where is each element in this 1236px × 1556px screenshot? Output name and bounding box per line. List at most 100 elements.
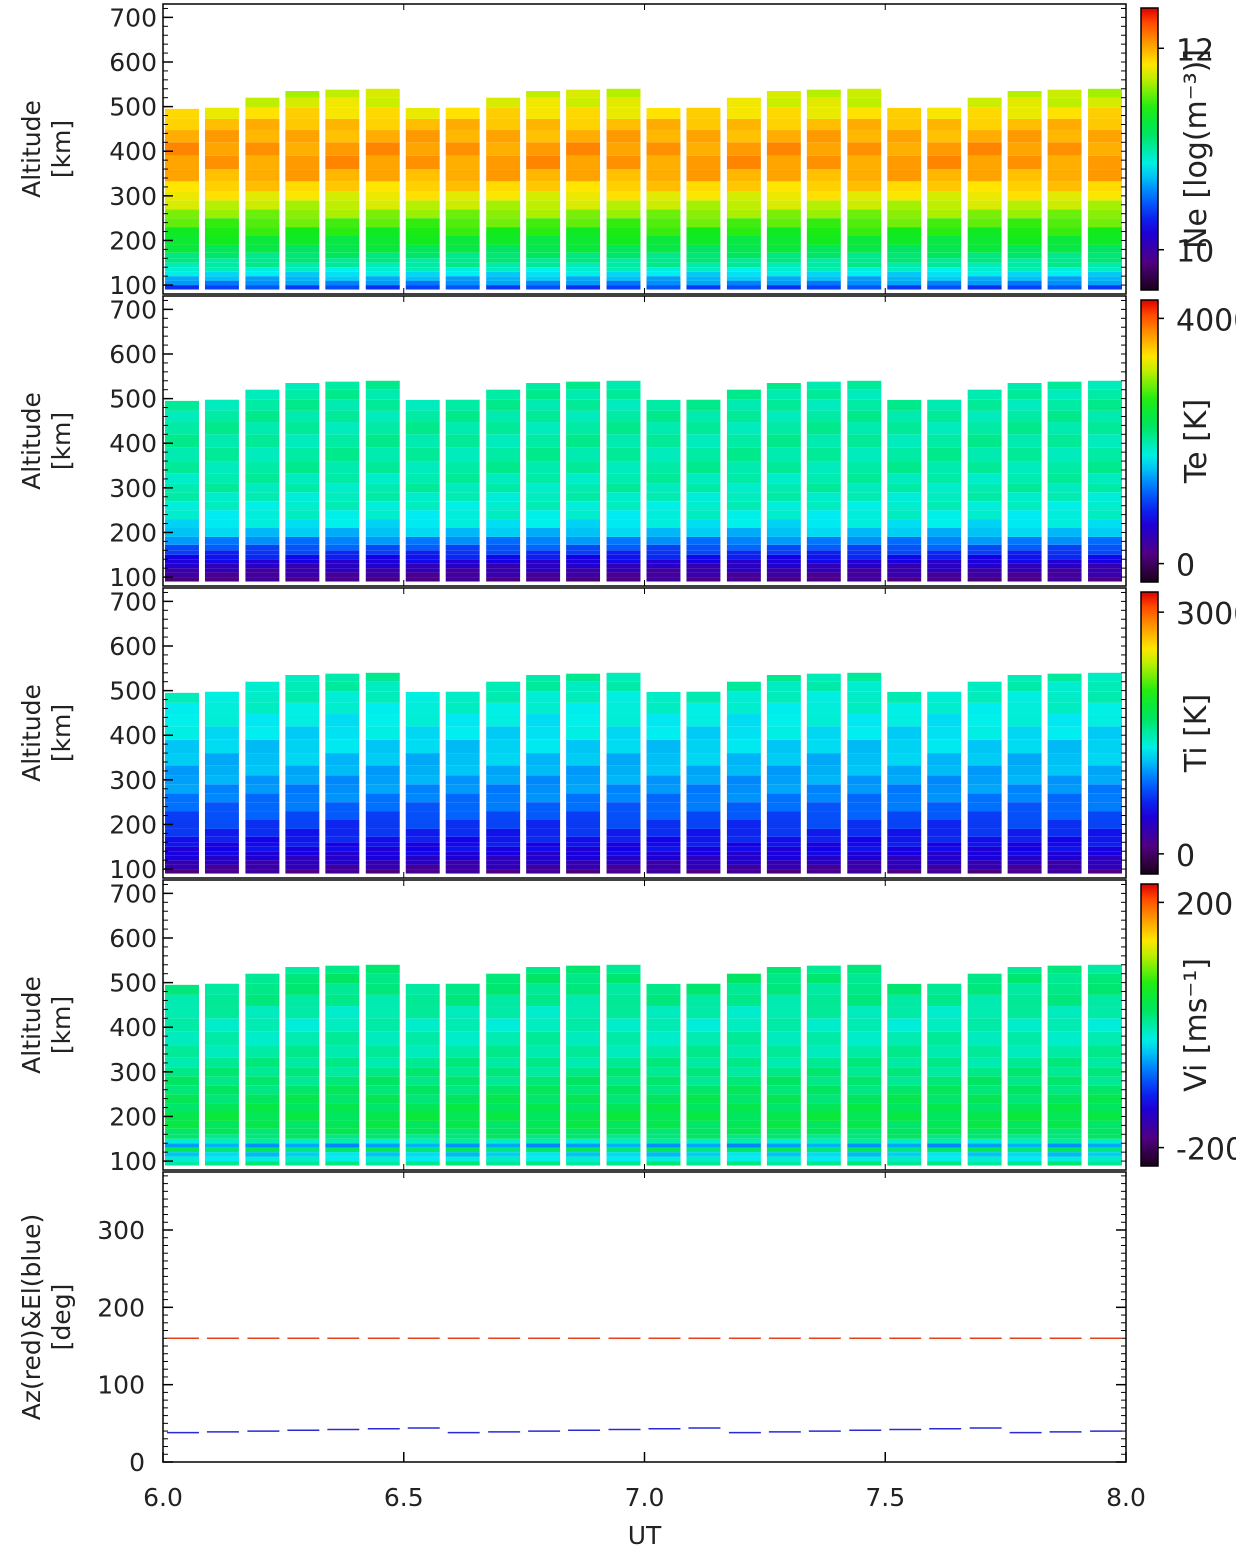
heatmap-cell: [486, 1031, 521, 1046]
heatmap-cell: [526, 1018, 561, 1032]
heatmap-cell: [927, 501, 962, 511]
heatmap-cell: [686, 869, 721, 874]
colorbar-label: Vi [ms⁻¹]: [1179, 958, 1214, 1092]
heatmap-cell: [686, 1156, 721, 1162]
heatmap-cell: [1007, 383, 1042, 390]
heatmap-cell: [165, 519, 199, 528]
heatmap-cell: [405, 1031, 440, 1046]
heatmap-cell: [606, 434, 641, 448]
heatmap-cell: [726, 753, 761, 766]
heatmap-cell: [927, 447, 962, 462]
heatmap-cell: [325, 519, 360, 528]
heatmap-cell: [204, 1006, 239, 1019]
heatmap-cell: [766, 1156, 801, 1162]
heatmap-cell: [887, 544, 922, 551]
heatmap-cell: [646, 860, 681, 865]
heatmap-cell: [1007, 1006, 1042, 1019]
heatmap-cell: [566, 851, 601, 856]
heatmap-cell: [566, 1128, 601, 1135]
heatmap-cell: [726, 1103, 761, 1112]
heatmap-cell: [566, 262, 601, 268]
heatmap-cell: [285, 280, 320, 286]
heatmap-cell: [165, 155, 199, 170]
heatmap-cell: [285, 1018, 320, 1032]
heatmap-cell: [285, 191, 320, 201]
heatmap-cell: [365, 681, 400, 692]
heatmap-cell: [606, 1045, 641, 1058]
heatmap-cell: [165, 784, 199, 794]
heatmap-cell: [1088, 258, 1122, 263]
heatmap-cell: [486, 181, 521, 192]
heatmap-cell: [526, 258, 561, 263]
heatmap-cell: [1007, 1057, 1042, 1068]
heatmap-cell: [686, 434, 721, 448]
heatmap-cell: [1047, 1085, 1082, 1095]
heatmap-cell: [1047, 536, 1082, 545]
heatmap-cell: [285, 1161, 320, 1166]
heatmap-cell: [726, 447, 761, 462]
heatmap-cell: [606, 1076, 641, 1086]
heatmap-cell: [1088, 836, 1122, 843]
heatmap-cell: [967, 510, 1002, 520]
heatmap-cell: [806, 753, 841, 766]
y-tick-label: 400: [109, 137, 157, 166]
heatmap-cell: [726, 572, 761, 578]
heatmap-cell: [766, 399, 801, 411]
heatmap-cell: [526, 842, 561, 847]
heatmap-cell: [686, 855, 721, 861]
heatmap-cell: [445, 1147, 480, 1153]
heatmap-cell: [766, 855, 801, 861]
heatmap-cell: [686, 169, 721, 182]
heatmap-cell: [165, 793, 199, 803]
heatmap-cell: [165, 572, 199, 578]
heatmap-cell: [806, 550, 841, 555]
heatmap-cell: [1088, 820, 1122, 829]
heatmap-cell: [486, 563, 521, 569]
heatmap-cell: [1088, 568, 1122, 573]
heatmap-cell: [245, 1018, 280, 1032]
heatmap-cell: [606, 1067, 641, 1077]
heatmap-cell: [1088, 399, 1122, 411]
heatmap-cell: [445, 285, 480, 290]
y-axis-label-line: [km]: [47, 412, 76, 470]
heatmap-cell: [526, 1057, 561, 1068]
heatmap-cell: [165, 536, 199, 545]
heatmap-cell: [766, 1057, 801, 1068]
heatmap-cell: [766, 820, 801, 829]
heatmap-cell: [486, 714, 521, 727]
heatmap-cell: [405, 155, 440, 170]
y-axis-label-line: Altitude: [17, 684, 46, 782]
heatmap-cell: [405, 1147, 440, 1153]
heatmap-cell: [285, 726, 320, 740]
heatmap-cell: [325, 855, 360, 861]
heatmap-cell: [1007, 271, 1042, 277]
heatmap-cell: [1007, 422, 1042, 435]
heatmap-cell: [365, 227, 400, 236]
heatmap-cell: [285, 851, 320, 856]
heatmap-cell: [806, 271, 841, 277]
heatmap-cell: [285, 276, 320, 281]
heatmap-cell: [1007, 846, 1042, 852]
heatmap-cell: [967, 285, 1002, 290]
heatmap-cell: [1007, 169, 1042, 182]
heatmap-cell: [445, 1045, 480, 1058]
heatmap-cell: [766, 473, 801, 484]
heatmap-cell: [245, 1006, 280, 1019]
heatmap-cell: [646, 811, 681, 820]
heatmap-cell: [285, 1128, 320, 1135]
heatmap-cell: [967, 1018, 1002, 1032]
heatmap-cell: [445, 169, 480, 182]
heatmap-cell: [927, 492, 962, 502]
heatmap-cell: [927, 1161, 962, 1166]
heatmap-cell: [606, 218, 641, 228]
heatmap-cell: [766, 434, 801, 448]
heatmap-cell: [927, 753, 962, 766]
heatmap-cell: [967, 842, 1002, 847]
heatmap-cell: [325, 1018, 360, 1032]
heatmap-cell: [806, 191, 841, 201]
heatmap-cell: [445, 473, 480, 484]
heatmap-cell: [606, 473, 641, 484]
heatmap-cell: [325, 267, 360, 272]
heatmap-cell: [1088, 1134, 1122, 1139]
heatmap-cell: [1007, 765, 1042, 776]
